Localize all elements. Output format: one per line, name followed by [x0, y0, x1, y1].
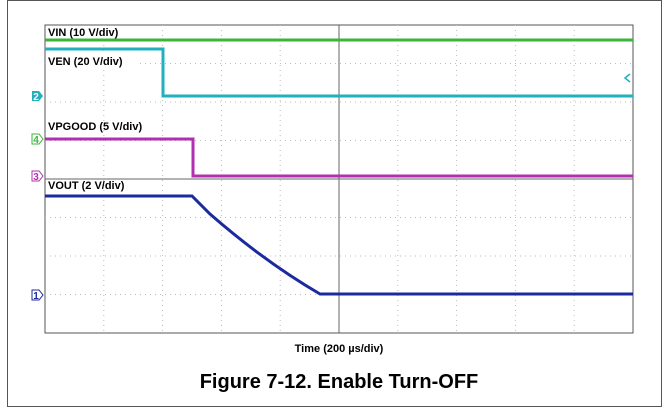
marker-text: 1: [33, 291, 39, 302]
trace-label: VEN (20 V/div): [48, 56, 123, 68]
vpgood-trace: [45, 137, 633, 178]
label-bg: [46, 55, 138, 67]
channel-marker: 4: [31, 133, 44, 146]
caption: Figure 7-12. Enable Turn-OFF: [200, 371, 479, 393]
scope-screen: [44, 24, 634, 334]
marker-text: 3: [33, 172, 39, 183]
trace-label: VPGOOD (5 V/div): [48, 121, 142, 133]
channel-marker: 3: [31, 170, 44, 183]
channel-marker: 1: [31, 289, 44, 302]
ven-trace: [45, 47, 633, 98]
x-axis-label: Time (200 µs/div): [295, 343, 384, 355]
trigger-arrow: [623, 73, 631, 83]
vout-trace: [45, 194, 633, 296]
channel-marker: 2: [32, 91, 43, 103]
trace-label: VIN (10 V/div): [48, 27, 119, 39]
marker-text: 2: [33, 92, 39, 103]
marker-text: 4: [33, 135, 39, 146]
label-bg: [46, 26, 138, 38]
trace-label: VOUT (2 V/div): [48, 180, 125, 192]
